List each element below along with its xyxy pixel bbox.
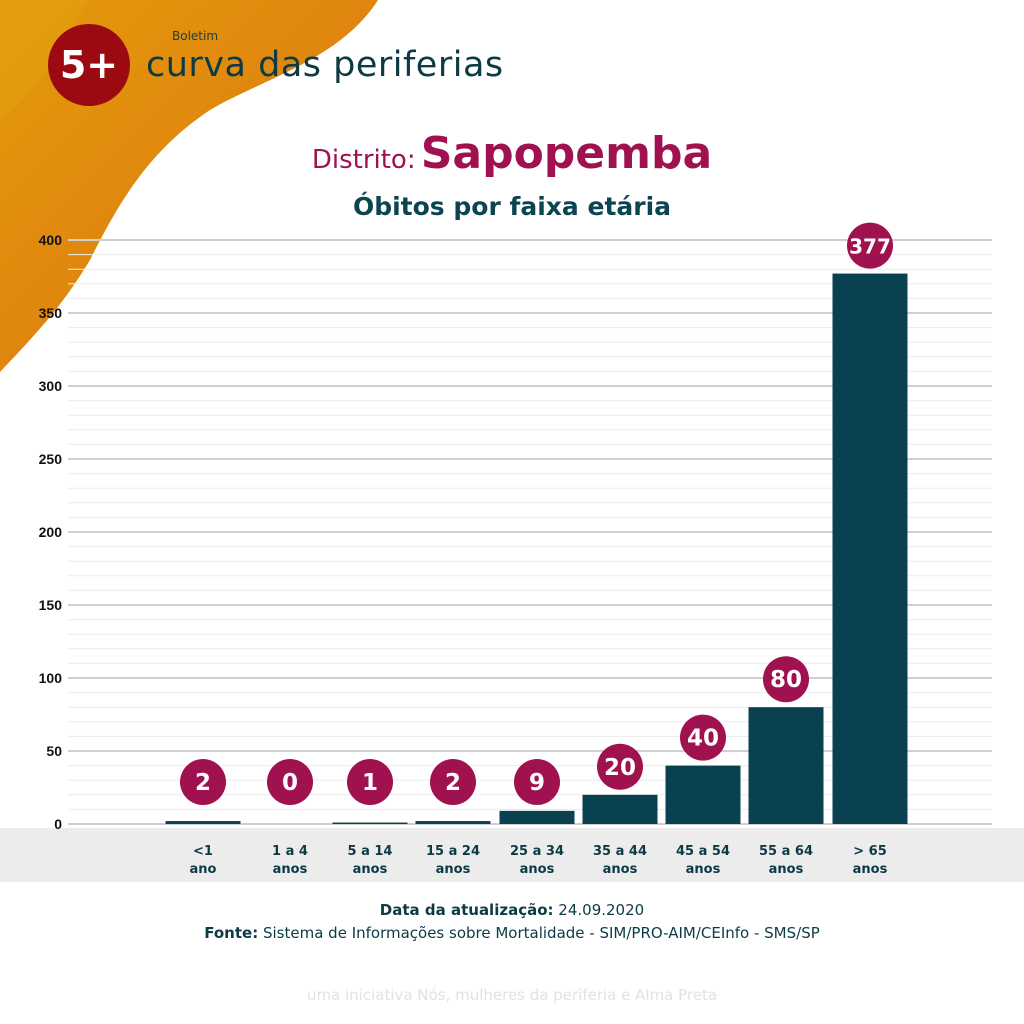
data-label-bubble: [267, 759, 313, 805]
data-label-bubble: [847, 222, 893, 269]
bar: [165, 821, 241, 824]
x-tick-label: 55 a 64: [759, 844, 813, 859]
x-tick-label-unit: anos: [273, 862, 308, 877]
data-label: 0: [282, 770, 298, 796]
x-tick-label: 1 a 4: [272, 844, 308, 859]
data-label-bubble: [347, 759, 393, 805]
x-tick-label-unit: anos: [686, 862, 721, 877]
data-label: 1: [362, 770, 378, 796]
x-tick-label-unit: anos: [603, 862, 638, 877]
credit-line: uma iniciativa Nós, mulheres da periferi…: [306, 986, 718, 1004]
update-value: 24.09.2020: [558, 901, 645, 919]
x-tick-label-unit: anos: [769, 862, 804, 877]
axis-label-band: [0, 828, 1024, 882]
brand-kicker: Boletim: [172, 29, 219, 43]
bar: [832, 273, 908, 825]
data-label: 377: [849, 235, 891, 259]
x-tick-label-unit: ano: [190, 862, 217, 877]
bar: [582, 794, 658, 824]
data-label: 40: [687, 726, 719, 752]
data-label-bubble: [597, 743, 643, 790]
district-name: Sapopemba: [420, 128, 713, 179]
bar: [415, 821, 491, 824]
bar: [665, 765, 741, 824]
y-tick-label: 300: [39, 378, 63, 394]
x-tick-label-unit: anos: [520, 862, 555, 877]
source: Fonte: Sistema de Informações sobre Mort…: [0, 924, 1024, 943]
data-label: 2: [445, 770, 461, 796]
x-tick-label-unit: anos: [436, 862, 471, 877]
chart-title: Óbitos por faixa etária: [352, 192, 672, 221]
bar: [748, 707, 824, 824]
y-tick-label: 150: [39, 597, 63, 613]
data-label: 9: [529, 770, 545, 796]
data-label-bubble: [180, 759, 226, 805]
source-value: Sistema de Informações sobre Mortalidade…: [262, 924, 820, 942]
y-tick-label: 0: [54, 816, 62, 832]
page-title: Distrito: Sapopemba: [0, 128, 1024, 180]
y-tick-label: 250: [39, 451, 63, 467]
y-tick-label: 400: [39, 232, 63, 248]
brand-name: curva das periferias: [146, 45, 504, 85]
bar: [499, 810, 575, 824]
y-tick-label: 100: [39, 670, 63, 686]
data-label: 2: [195, 770, 211, 796]
district-label: Distrito:: [311, 145, 416, 175]
data-label-bubble: [514, 759, 560, 805]
x-tick-label: 5 a 14: [348, 844, 393, 859]
bar: [332, 822, 408, 824]
data-label-bubble: [430, 759, 476, 805]
x-tick-label: 35 a 44: [593, 844, 647, 859]
update-label: Data da atualização:: [379, 901, 554, 919]
x-tick-label: 25 a 34: [510, 844, 564, 859]
x-tick-label: > 65: [853, 844, 887, 859]
update-date: Data da atualização: 24.09.2020: [0, 901, 1024, 920]
x-tick-label: 15 a 24: [426, 844, 480, 859]
data-label: 80: [770, 667, 802, 693]
data-label: 20: [604, 755, 636, 781]
source-label: Fonte:: [204, 924, 259, 942]
x-tick-label-unit: anos: [353, 862, 388, 877]
y-tick-label: 50: [46, 743, 62, 759]
data-label-bubble: [763, 656, 809, 703]
logo-badge: 5+: [48, 24, 130, 106]
x-tick-label: <1: [193, 844, 213, 859]
y-tick-label: 350: [39, 305, 63, 321]
x-tick-label-unit: anos: [853, 862, 888, 877]
y-tick-label: 200: [39, 524, 63, 540]
data-label-bubble: [680, 714, 726, 761]
x-tick-label: 45 a 54: [676, 844, 730, 859]
